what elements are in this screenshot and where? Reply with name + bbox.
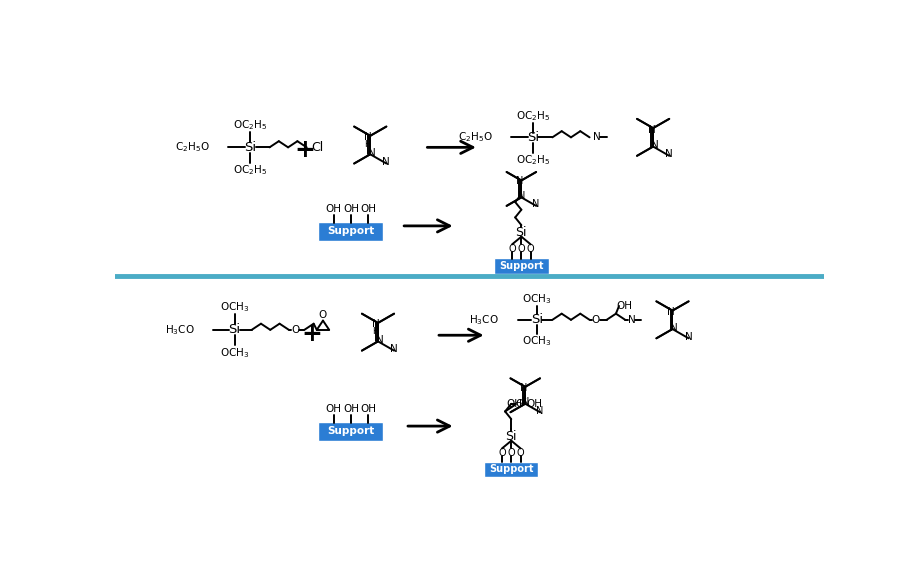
Text: OCH$_3$: OCH$_3$ [522,292,551,306]
Text: OCH$_3$: OCH$_3$ [220,301,249,315]
Text: OH: OH [326,404,342,414]
Text: Si: Si [516,226,527,239]
Text: OH: OH [527,399,542,409]
Text: N: N [665,149,673,159]
Text: OH: OH [616,301,632,311]
Text: OH: OH [343,404,359,414]
Text: C$_2$H$_5$O: C$_2$H$_5$O [175,141,210,154]
Text: Si: Si [530,314,543,327]
Text: O: O [508,244,516,254]
Text: O: O [517,448,525,458]
Text: N: N [376,335,384,345]
Text: O: O [291,325,300,335]
Text: N: N [390,344,398,354]
Text: OCH$_3$: OCH$_3$ [522,335,551,348]
Text: H: H [372,327,379,336]
Text: H$_3$CO: H$_3$CO [469,313,499,327]
Text: N: N [368,148,376,158]
Text: OH: OH [343,204,359,214]
Text: N: N [516,176,524,186]
Text: O: O [507,448,515,458]
Text: N: N [532,200,540,209]
Text: H: H [365,140,371,149]
Text: Si: Si [229,323,241,336]
Text: Support: Support [499,261,543,271]
FancyBboxPatch shape [319,222,384,240]
FancyBboxPatch shape [319,422,384,441]
Text: OH: OH [360,404,376,414]
FancyBboxPatch shape [495,258,549,274]
Text: O: O [592,315,600,325]
Text: O: O [319,310,327,320]
Text: N: N [593,132,600,142]
Text: O: O [518,244,525,254]
Text: OC$_2$H$_5$: OC$_2$H$_5$ [516,154,551,167]
Text: OC$_2$H$_5$: OC$_2$H$_5$ [233,163,267,177]
Text: OH: OH [360,204,376,214]
Text: N: N [671,323,678,332]
Text: N: N [627,315,636,325]
Text: N: N [372,319,379,329]
Text: H$_3$CO: H$_3$CO [165,323,194,337]
Text: N: N [520,383,528,392]
Text: +: + [294,138,315,162]
Text: N: N [518,191,526,201]
Text: N: N [667,307,675,317]
Text: Si: Si [527,131,539,144]
Text: OH: OH [326,204,342,214]
Text: N: N [648,125,656,134]
Text: Support: Support [327,426,375,437]
Text: N: N [522,397,529,407]
Text: N: N [383,157,390,167]
FancyBboxPatch shape [485,462,539,477]
Text: N: N [685,332,692,342]
Text: Cl: Cl [311,141,323,154]
Text: O: O [498,448,506,458]
Text: Support: Support [327,226,375,236]
Text: OCH$_3$: OCH$_3$ [220,346,249,360]
Text: O: O [515,399,523,409]
Text: Si: Si [506,430,517,443]
Text: OC$_2$H$_5$: OC$_2$H$_5$ [516,109,551,124]
Text: O: O [527,244,535,254]
Text: Support: Support [489,464,533,474]
Text: N: N [364,132,372,142]
Text: N: N [650,140,659,150]
Text: +: + [301,321,322,346]
Text: OH: OH [507,399,522,409]
Text: N: N [537,406,544,416]
Text: Si: Si [244,141,256,154]
Text: C$_2$H$_5$O: C$_2$H$_5$O [458,130,493,144]
Text: OC$_2$H$_5$: OC$_2$H$_5$ [233,118,267,132]
